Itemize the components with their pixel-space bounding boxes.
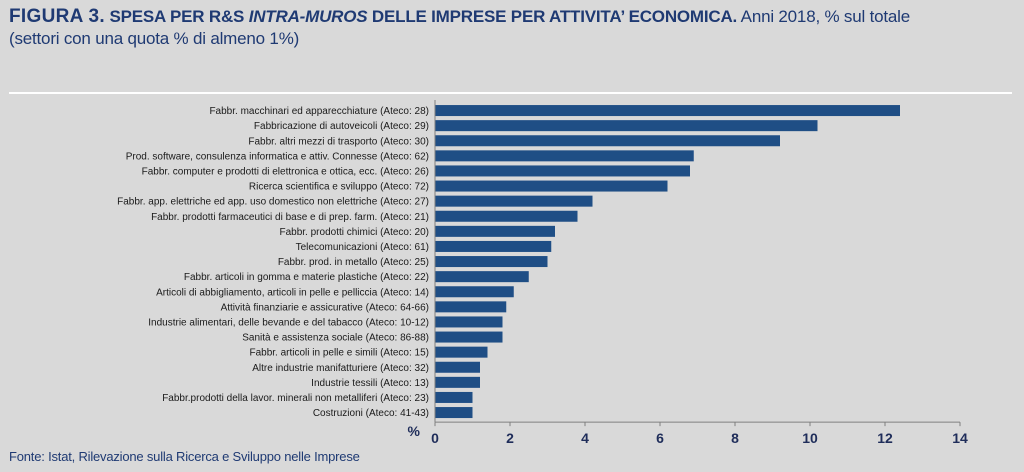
x-tick-label: 8 [731, 430, 739, 446]
category-label: Industrie tessili (Ateco: 13) [311, 378, 429, 389]
x-tick-label: 4 [581, 430, 589, 446]
category-label: Articoli di abbigliamento, articoli in p… [156, 287, 429, 298]
bar [435, 210, 578, 222]
bar [435, 135, 780, 147]
title-main: SPESA PER R&S [109, 7, 249, 26]
category-label: Fabbr. prodotti farmaceutici di base e d… [151, 212, 429, 223]
bar [435, 195, 593, 207]
title-main-after: DELLE IMPRESE PER ATTIVITA’ ECONOMICA. [367, 7, 738, 26]
x-tick-label: 12 [877, 430, 893, 446]
x-tick-label: 2 [506, 430, 514, 446]
category-label: Fabbr.prodotti della lavor. minerali non… [162, 393, 429, 404]
bar [435, 256, 548, 268]
category-label: Fabbr. prod. in metallo (Ateco: 25) [278, 257, 429, 268]
category-label: Fabbr. articoli in gomma e materie plast… [184, 272, 429, 283]
x-tick-label: 10 [802, 430, 818, 446]
title-divider [9, 92, 1012, 94]
category-label: Fabbr. altri mezzi di trasporto (Ateco: … [248, 136, 429, 147]
source-note: Fonte: Istat, Rilevazione sulla Ricerca … [9, 449, 360, 464]
bar [435, 391, 473, 403]
category-label: Attività finanziarie e assicurative (Ate… [221, 302, 429, 313]
bar [435, 316, 503, 328]
bar [435, 331, 503, 343]
category-label: Fabbr. computer e prodotti di elettronic… [142, 166, 429, 177]
category-label: Fabbr. prodotti chimici (Ateco: 20) [279, 227, 429, 238]
bar [435, 376, 480, 388]
bar [435, 225, 555, 237]
x-tick-label: 0 [431, 430, 439, 446]
bar [435, 407, 473, 419]
category-label: Prod. software, consulenza informatica e… [126, 151, 429, 162]
bar [435, 240, 552, 252]
category-label: Fabbricazione di autoveicoli (Ateco: 29) [254, 121, 429, 132]
title-italic: INTRA-MUROS [248, 7, 368, 26]
title-subtitle: (settori con una quota % di almeno 1%) [9, 29, 300, 48]
category-label: Fabbr. app. elettriche ed app. uso domes… [117, 197, 429, 208]
bar [435, 271, 529, 283]
category-label: Sanità e assistenza sociale (Ateco: 86-8… [242, 333, 429, 344]
figure-number: FIGURA 3. [9, 6, 105, 27]
bar [435, 180, 668, 192]
bar [435, 120, 818, 132]
category-label: Industrie alimentari, delle bevande e de… [148, 317, 429, 328]
bar [435, 286, 514, 298]
category-label: Ricerca scientifica e sviluppo (Ateco: 7… [249, 182, 429, 193]
bar [435, 346, 488, 358]
title-rest: Anni 2018, % sul totale [737, 7, 911, 26]
x-tick-label: 14 [952, 430, 968, 446]
category-label: Costruzioni (Ateco: 41-43) [313, 408, 429, 419]
category-label: Altre industrie manifatturiere (Ateco: 3… [252, 363, 429, 374]
figure-title: FIGURA 3. SPESA PER R&S INTRA-MUROS DELL… [9, 6, 1014, 50]
bar [435, 361, 480, 373]
x-axis-unit-label: % [408, 423, 421, 439]
bar [435, 150, 694, 162]
x-tick-label: 6 [656, 430, 664, 446]
category-label: Fabbr. macchinari ed apparecchiature (At… [209, 106, 429, 117]
bar [435, 301, 507, 313]
bar [435, 165, 690, 177]
bar [435, 105, 900, 117]
category-label: Fabbr. articoli in pelle e simili (Ateco… [249, 348, 429, 359]
category-label: Telecomunicazioni (Ateco: 61) [296, 242, 429, 253]
